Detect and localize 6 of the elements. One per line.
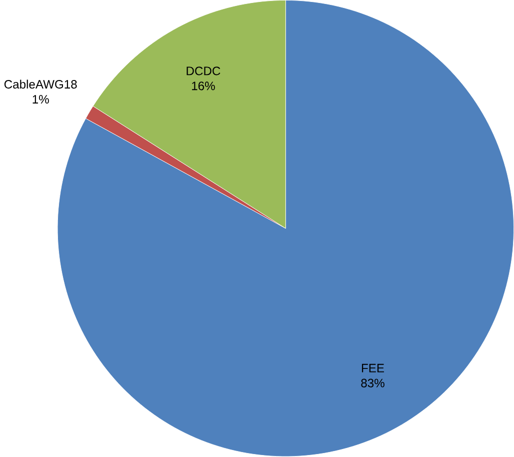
data-label: 1% (32, 95, 49, 104)
slice-label: FEE (362, 364, 384, 372)
data-label: 16% (192, 82, 215, 90)
slice-label: CableAWG18 (4, 80, 77, 89)
slice-label: DCDC (186, 66, 220, 76)
data-label: 83% (361, 378, 384, 388)
